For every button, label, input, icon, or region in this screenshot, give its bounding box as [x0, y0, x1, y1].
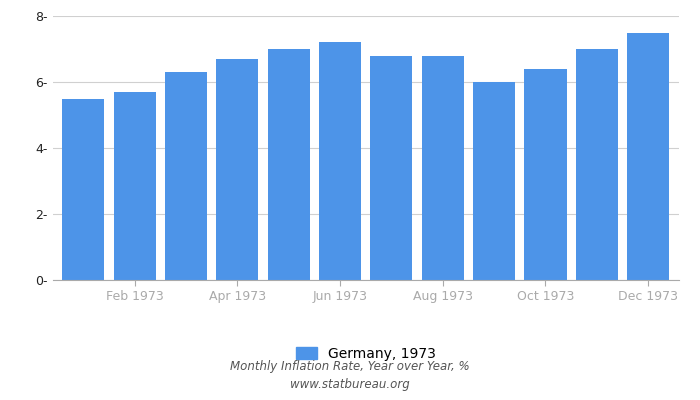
Text: www.statbureau.org: www.statbureau.org [290, 378, 410, 391]
Bar [473, 82, 515, 280]
Bar [576, 49, 618, 280]
Bar [421, 56, 464, 280]
Bar [216, 59, 258, 280]
Text: Monthly Inflation Rate, Year over Year, %: Monthly Inflation Rate, Year over Year, … [230, 360, 470, 373]
Bar [267, 49, 310, 280]
Bar [165, 72, 207, 280]
Bar [319, 42, 361, 280]
Bar [524, 69, 566, 280]
Bar [627, 32, 669, 280]
Bar [370, 56, 412, 280]
Bar [62, 98, 104, 280]
Legend: Germany, 1973: Germany, 1973 [289, 340, 442, 368]
Bar [113, 92, 155, 280]
